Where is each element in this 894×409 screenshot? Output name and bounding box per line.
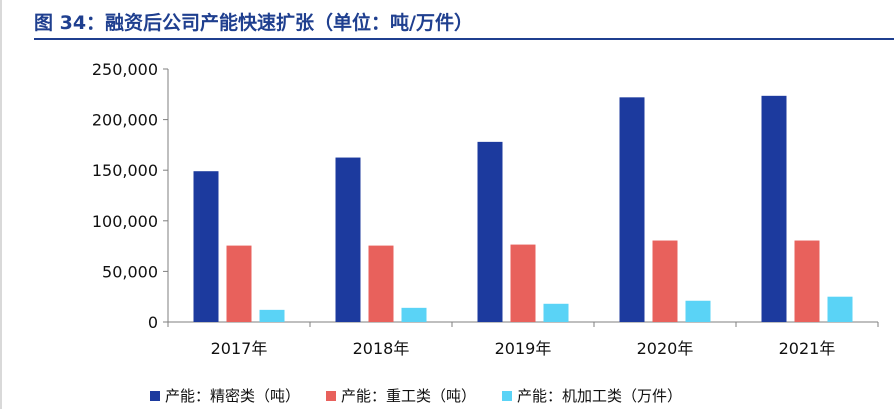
bar	[619, 97, 645, 322]
bar	[401, 307, 427, 322]
legend-swatch-heavy	[326, 390, 337, 401]
bar	[226, 245, 252, 322]
bar	[193, 171, 219, 322]
legend-item-precision: 产能：精密类（吨）	[150, 385, 300, 406]
y-tick-label: 200,000	[92, 111, 158, 130]
x-tick-label: 2019年	[495, 339, 552, 358]
chart-legend: 产能：精密类（吨） 产能：重工类（吨） 产能：机加工类（万件）	[150, 385, 682, 406]
bar	[761, 95, 787, 323]
bar	[652, 240, 678, 322]
y-tick-label: 100,000	[92, 212, 158, 231]
legend-swatch-machining	[502, 390, 513, 401]
bar	[368, 245, 394, 322]
bar	[510, 244, 536, 322]
x-tick-label: 2021年	[779, 339, 836, 358]
y-tick-label: 150,000	[92, 161, 158, 180]
legend-label-heavy: 产能：重工类（吨）	[341, 387, 477, 405]
bar	[543, 303, 569, 322]
legend-swatch-precision	[150, 390, 160, 401]
y-tick-label: 0	[148, 313, 158, 332]
bar	[685, 300, 711, 322]
y-tick-label: 250,000	[92, 60, 158, 79]
figure-title: 图 34：融资后公司产能快速扩张（单位：吨/万件）	[34, 12, 473, 34]
legend-item-machining: 产能：机加工类（万件）	[502, 385, 682, 406]
bar	[827, 296, 853, 322]
bar	[794, 240, 820, 322]
bar	[477, 141, 503, 322]
legend-label-precision: 产能：精密类（吨）	[165, 387, 301, 405]
bar	[335, 157, 361, 322]
y-tick-label: 50,000	[102, 262, 158, 281]
left-border	[0, 0, 2, 409]
x-tick-label: 2018年	[353, 339, 410, 358]
legend-item-heavy: 产能：重工类（吨）	[326, 385, 476, 406]
title-underline	[34, 38, 894, 40]
x-tick-label: 2020年	[637, 339, 694, 358]
bar-chart: 0 50,000 100,000 150,000 200,000 250,000 2017年…	[92, 60, 879, 358]
bar	[259, 309, 285, 322]
legend-label-machining: 产能：机加工类（万件）	[517, 387, 683, 405]
x-tick-label: 2017年	[211, 339, 268, 358]
